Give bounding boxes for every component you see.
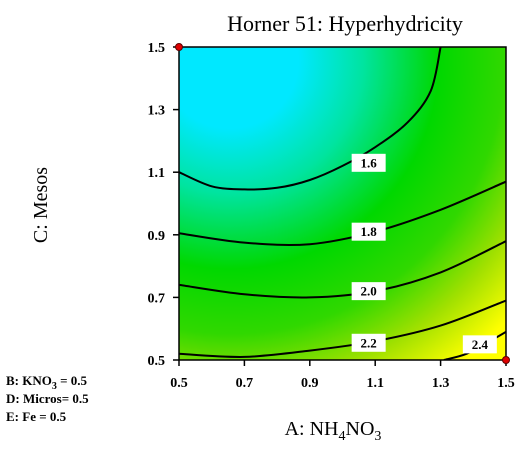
x-axis-label: A: NH4NO3 [285, 418, 382, 444]
fixed-factors: B: KNO3 = 0.5D: Micros= 0.5 E: Fe = 0.5 [6, 373, 89, 424]
contour-label: 2.4 [472, 337, 489, 352]
plot-frame [178, 46, 507, 361]
chart-title: Horner 51: Hyperhydricity [227, 11, 463, 36]
y-tick-label: 0.9 [148, 229, 166, 244]
contour-line-1-8 [179, 180, 506, 247]
x-axis-label-sub2: 3 [374, 429, 381, 444]
x-axis-label-sub1: 4 [339, 429, 346, 444]
y-tick-label: 1.1 [148, 166, 166, 181]
fixed-factor-label: D: Micros= 0.5 [6, 391, 89, 406]
contour-label-box [351, 282, 386, 301]
x-axis-label-prefix: A: NH [285, 418, 339, 440]
design-points [175, 43, 510, 364]
x-tick-label: 1.5 [497, 376, 515, 391]
design-point [175, 43, 183, 51]
y-tick-label: 1.5 [148, 41, 166, 56]
contour-label: 2.0 [361, 284, 377, 299]
y-axis-label: C: Mesos [30, 167, 52, 243]
contour-label-box [351, 333, 386, 352]
x-tick-label: 0.7 [236, 376, 254, 391]
y-tick-label: 0.7 [148, 291, 166, 306]
x-tick-label: 0.9 [301, 376, 319, 391]
x-tick-label: 1.1 [366, 376, 384, 391]
plot-area [179, 47, 506, 360]
contour-labels: 1.6 1.8 2.0 2.2 2.4 [351, 153, 497, 354]
fixed-factor-label: E: Fe = 0.5 [6, 409, 67, 424]
x-tick-label: 1.3 [432, 376, 450, 391]
y-axis-ticks: 0.5 0.7 0.9 1.1 1.3 1.5 [148, 41, 179, 369]
fixed-factor-label: B: KNO3 = 0.5 [6, 373, 88, 392]
y-tick-label: 1.3 [148, 104, 166, 119]
contour-label: 1.8 [361, 224, 378, 239]
contour-label: 1.6 [361, 155, 378, 170]
x-axis-ticks: 0.5 0.7 0.9 1.1 1.3 1.5 [170, 360, 515, 391]
design-point [502, 356, 510, 364]
x-tick-label: 0.5 [170, 376, 188, 391]
contour-line-2-0 [179, 240, 506, 299]
contour-label: 2.2 [361, 335, 377, 350]
contour-line-1-6 [179, 47, 442, 191]
contour-line-2-2 [179, 299, 506, 358]
contour-lines [179, 47, 506, 360]
y-tick-label: 0.5 [148, 354, 166, 369]
contour-label-box [351, 222, 386, 241]
contour-label-box [351, 153, 386, 172]
x-axis-label-mid: NO [346, 418, 375, 440]
contour-label-box [462, 335, 497, 354]
